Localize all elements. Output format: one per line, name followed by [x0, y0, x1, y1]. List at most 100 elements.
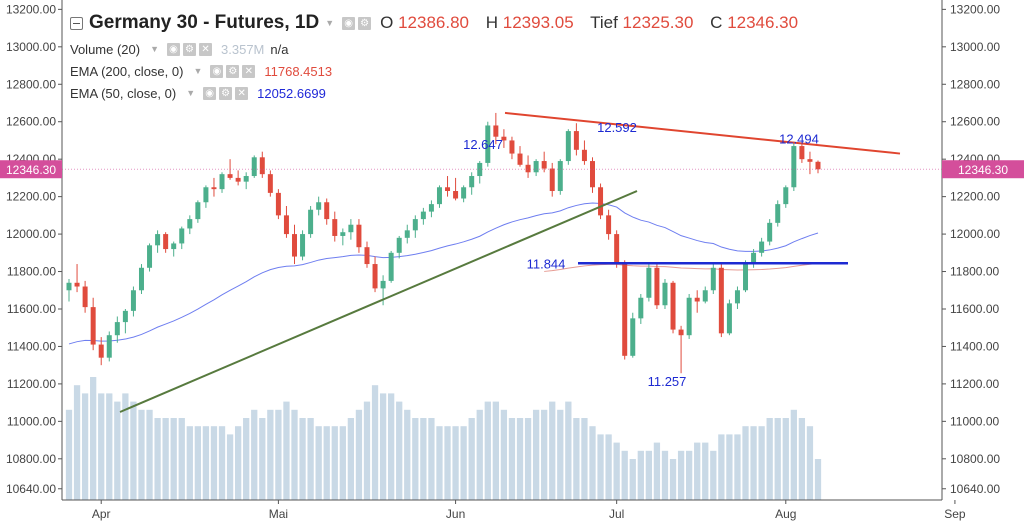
volume-bar — [355, 409, 363, 500]
volume-bar — [557, 409, 564, 500]
volume-bar — [766, 418, 773, 500]
gear-icon[interactable]: ⚙ — [183, 42, 197, 56]
eye-icon[interactable]: ◉ — [167, 42, 181, 56]
candle-body — [686, 297, 692, 336]
volume-indicator-row[interactable]: Volume (20) ▼ ◉ ⚙ ✕ 3.357M n/a — [70, 38, 810, 60]
candle-body — [734, 290, 740, 304]
candle-body — [485, 125, 491, 163]
chart-legend: Germany 30 - Futures, 1D ▼ ◉ ⚙ O 12386.8… — [70, 8, 810, 104]
volume-bar — [202, 426, 210, 500]
ema50-indicator-label: EMA (50, close, 0) — [70, 85, 177, 101]
candle-body — [122, 310, 128, 323]
candle-body — [195, 202, 201, 220]
volume-bar — [65, 409, 73, 500]
eye-icon[interactable]: ◉ — [342, 16, 356, 30]
candle-body — [292, 234, 298, 257]
volume-bar — [234, 426, 242, 500]
volume-bar — [307, 418, 314, 500]
y-tick-label-left: 13000.00 — [6, 40, 56, 54]
last-price-tag-right — [942, 160, 1024, 179]
y-tick-label-left: 12800.00 — [6, 77, 56, 91]
volume-bar — [130, 401, 137, 500]
volume-bar — [98, 393, 105, 500]
candle-body — [573, 131, 579, 150]
candle-body — [259, 157, 265, 175]
volume-bar — [323, 426, 330, 500]
volume-bar — [532, 409, 540, 500]
volume-bar — [194, 426, 202, 500]
candle-body — [751, 252, 757, 265]
candle-body — [469, 176, 475, 188]
ema200-indicator-row[interactable]: EMA (200, close, 0) ▼ ◉ ⚙ ✕ 11768.4513 — [70, 60, 810, 82]
high-value: 12393.05 — [502, 13, 574, 32]
chevron-down-icon[interactable]: ▼ — [325, 18, 335, 28]
candle-body — [428, 204, 434, 212]
trend-lines: 12.647 12.592 12.494 11.844 11.257 — [119, 111, 901, 413]
candle-body — [300, 234, 306, 257]
volume-bar — [436, 426, 443, 500]
volume-bar — [444, 426, 451, 500]
collapse-icon[interactable] — [70, 16, 83, 30]
candle-body — [807, 159, 813, 162]
candle-body — [453, 191, 459, 199]
candle-body — [372, 264, 378, 289]
close-icon[interactable]: ✕ — [235, 86, 249, 100]
ema200-indicator-value: 11768.4513 — [264, 63, 333, 79]
gear-icon[interactable]: ⚙ — [226, 64, 240, 78]
ema200-line — [544, 262, 819, 272]
candle-body — [364, 247, 370, 265]
candle-body — [589, 161, 595, 188]
volume-bar — [371, 385, 379, 500]
chevron-down-icon[interactable]: ▼ — [193, 66, 203, 76]
candle-body — [445, 187, 451, 192]
volume-bar — [516, 418, 524, 500]
y-tick-label-right: 13200.00 — [950, 2, 1000, 16]
candle-body — [251, 157, 257, 177]
candle-body — [138, 267, 144, 291]
close-icon[interactable]: ✕ — [242, 64, 256, 78]
volume-bar — [347, 418, 355, 500]
volume-bar — [138, 409, 145, 500]
volume-indicator-value: 3.357M — [221, 41, 265, 57]
y-tick-label-left: 12000.00 — [6, 227, 56, 241]
candle-body — [147, 245, 153, 268]
ema50-indicator-row[interactable]: EMA (50, close, 0) ▼ ◉ ⚙ ✕ 12052.6699 — [70, 82, 810, 104]
candle-body — [90, 307, 96, 345]
volume-bar — [581, 418, 588, 500]
candle-body — [775, 204, 781, 223]
chevron-down-icon[interactable]: ▼ — [150, 44, 160, 54]
candle-body — [340, 232, 346, 236]
candle-body — [678, 329, 684, 336]
volume-bar — [162, 418, 169, 500]
volume-bar — [259, 418, 266, 500]
candle-body — [525, 164, 531, 173]
volume-bar — [275, 409, 282, 500]
price-annotation: 12.647 — [463, 137, 503, 152]
volume-bar — [396, 401, 403, 500]
price-annotation: 11.844 — [527, 256, 566, 271]
volume-bar — [790, 409, 797, 500]
candle-body — [203, 187, 209, 203]
candle-body — [219, 174, 225, 190]
candle-body — [638, 297, 644, 319]
gear-icon[interactable]: ⚙ — [358, 16, 372, 30]
candle-body — [171, 243, 177, 250]
volume-bar — [154, 418, 161, 500]
candle-body — [702, 290, 708, 302]
y-tick-label-left: 11200.00 — [7, 377, 56, 391]
volume-bar — [291, 409, 298, 500]
gear-icon[interactable]: ⚙ — [219, 86, 233, 100]
candle-body — [380, 280, 386, 289]
volume-bar — [251, 409, 258, 500]
chevron-down-icon[interactable]: ▼ — [186, 88, 196, 98]
eye-icon[interactable]: ◉ — [210, 64, 224, 78]
volume-bar — [388, 393, 395, 500]
candle-body — [74, 282, 80, 287]
eye-icon[interactable]: ◉ — [203, 86, 217, 100]
volume-bar — [605, 434, 612, 500]
close-icon[interactable]: ✕ — [199, 42, 213, 56]
volume-bar — [452, 426, 459, 500]
last-price-tag-left — [0, 160, 62, 179]
y-tick-label-right: 12600.00 — [950, 115, 1000, 129]
